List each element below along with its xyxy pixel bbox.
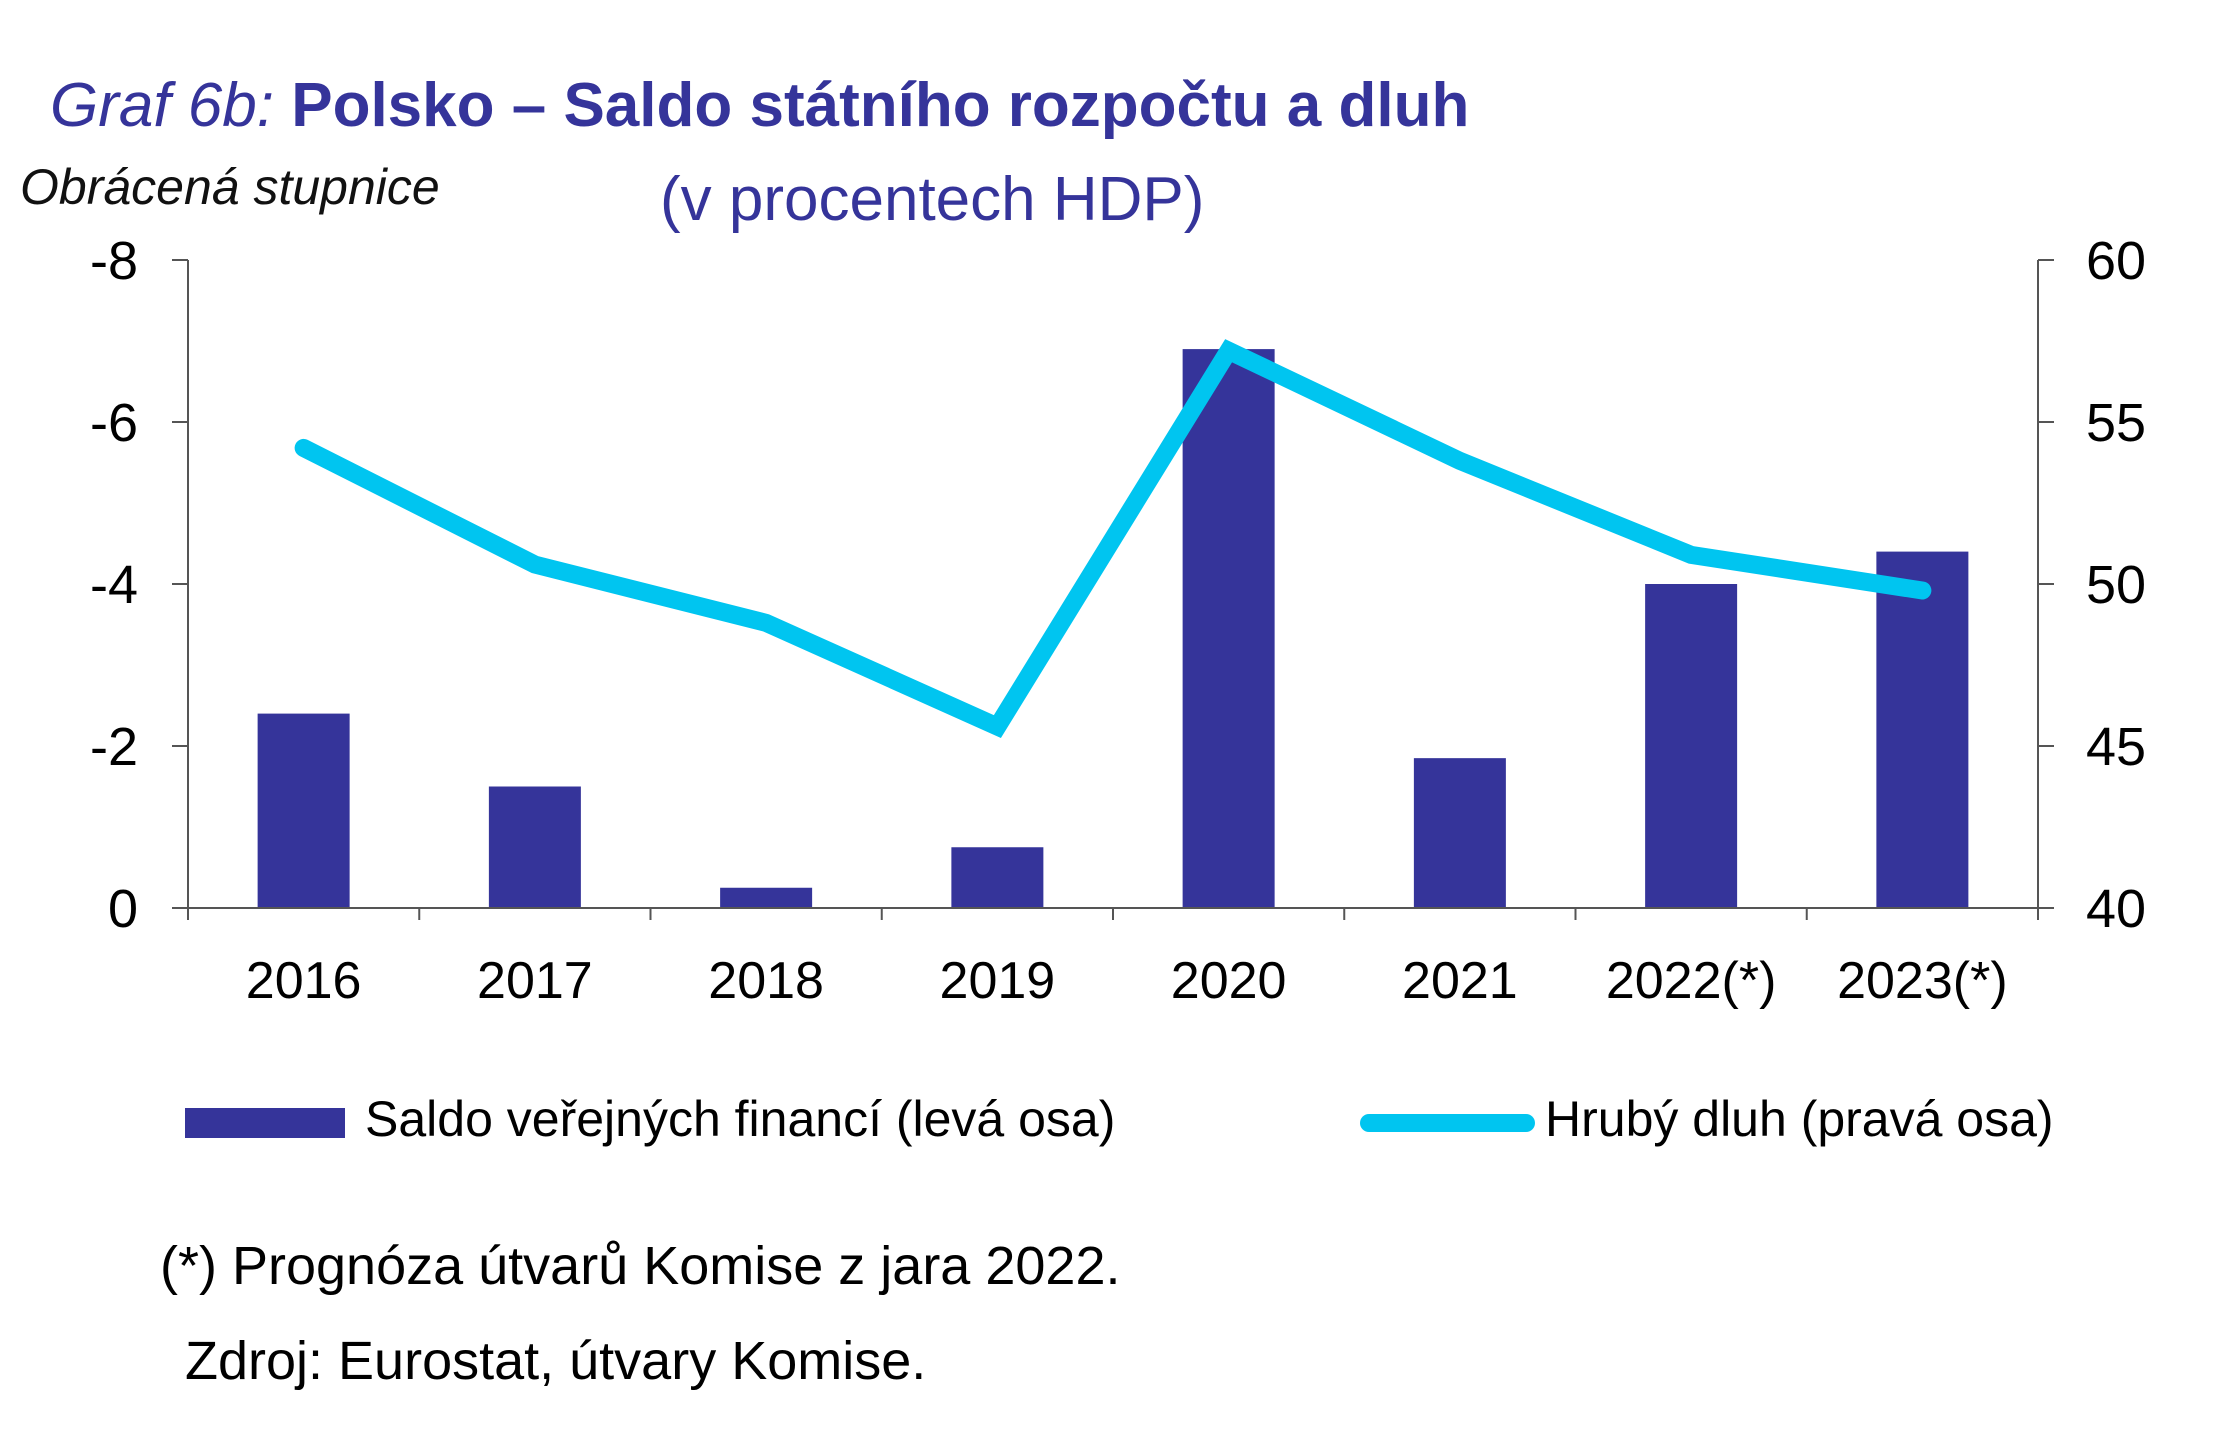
chart-title-prefix: Graf 6b:: [50, 71, 274, 140]
legend-swatch-line: [1360, 1113, 1535, 1132]
left-tick-label: -8: [90, 231, 138, 291]
x-tick-label: 2020: [1171, 952, 1287, 1010]
chart-title: Graf 6b: Polsko – Saldo státního rozpočt…: [50, 70, 1469, 141]
legend-item-balance: Saldo veřejných financí (levá osa): [185, 1090, 1115, 1148]
x-tick-label: 2019: [940, 952, 1056, 1010]
x-tick-label: 2023(*): [1837, 952, 2008, 1010]
forecast-footnote: (*) Prognóza útvarů Komise z jara 2022.: [160, 1236, 1121, 1296]
bar-2017: [488, 786, 581, 908]
bar-2022(*): [1645, 584, 1738, 908]
left-tick-label: -2: [90, 717, 138, 777]
debt-point-2017: [533, 563, 536, 566]
right-tick-label: 40: [2086, 879, 2146, 939]
x-tick-label: 2021: [1402, 952, 1518, 1010]
x-tick-label: 2016: [246, 952, 362, 1010]
line-series: [294, 339, 1932, 739]
left-tick-label: 0: [108, 879, 138, 939]
reversed-scale-note: Obrácená stupnice: [20, 159, 440, 215]
chart-axes: [172, 259, 2054, 920]
bar-series: [257, 349, 1969, 909]
chart-title-main: Polsko – Saldo státního rozpočtu a dluh: [291, 71, 1470, 140]
debt-point-2019: [996, 725, 999, 728]
legend-label-balance: Saldo veřejných financí (levá osa): [365, 1091, 1116, 1147]
debt-point-2021: [1458, 459, 1461, 462]
debt-point-2016: [302, 446, 305, 449]
combo-chart: -8 -6 -4 -2 0 60 55 50 45 40 2016 2017 2018 2019 2020 2…: [90, 231, 2146, 1010]
left-tick-label: -4: [90, 555, 138, 615]
bar-2021: [1413, 758, 1506, 908]
right-tick-label: 55: [2086, 393, 2146, 453]
right-tick-label: 45: [2086, 717, 2146, 777]
debt-point-2022(*): [1690, 553, 1693, 556]
debt-point-2023(*): [1921, 589, 1924, 592]
source-note: Zdroj: Eurostat, útvary Komise.: [185, 1331, 927, 1391]
tick-labels: -8 -6 -4 -2 0 60 55 50 45 40 2016 2017 2018 2019 2020 2…: [90, 231, 2146, 1010]
bar-2016: [257, 713, 350, 908]
legend-label-debt: Hrubý dluh (pravá osa): [1545, 1091, 2054, 1147]
bar-2020: [1182, 349, 1275, 909]
bar-2019: [951, 847, 1044, 908]
x-tick-label: 2017: [477, 952, 593, 1010]
bar-2023(*): [1876, 551, 1969, 908]
left-tick-label: -6: [90, 393, 138, 453]
debt-point-2020: [1227, 349, 1230, 352]
legend-item-debt: Hrubý dluh (pravá osa): [1360, 1090, 2054, 1148]
right-tick-label: 60: [2086, 231, 2146, 291]
x-tick-label: 2022(*): [1606, 952, 1777, 1010]
legend-swatch-bar: [185, 1107, 345, 1138]
right-tick-label: 50: [2086, 555, 2146, 615]
debt-point-2018: [765, 621, 768, 624]
debt-line: [294, 339, 1932, 739]
x-tick-label: 2018: [708, 952, 824, 1010]
chart-subtitle: (v procentech HDP): [660, 165, 1205, 234]
bar-2018: [720, 887, 813, 908]
